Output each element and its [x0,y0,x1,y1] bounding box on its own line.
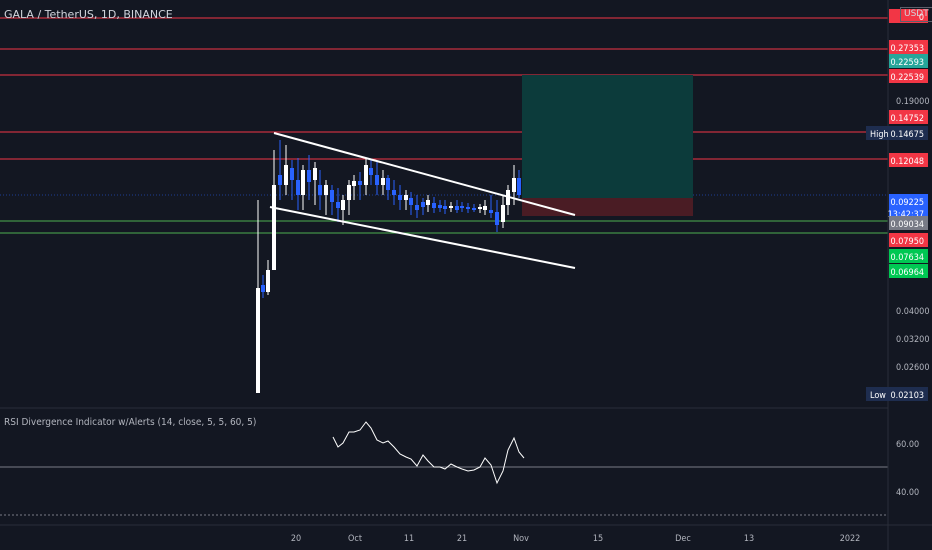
candle-body[interactable] [347,185,351,200]
candle-body[interactable] [392,190,396,195]
time-tick-label: 2022 [840,534,861,544]
price-label-box[interactable] [889,9,928,23]
countdown-label: 13:42:37 [888,210,924,220]
candle-body[interactable] [266,270,270,292]
candle-body[interactable] [398,195,402,200]
candle-body[interactable] [272,185,276,270]
candle-body[interactable] [341,200,345,210]
price-tick-label: 0.03200 [896,335,929,345]
candle-body[interactable] [421,202,425,207]
price-label-box[interactable] [889,264,928,278]
candle-body[interactable] [290,168,294,180]
candle-body[interactable] [364,165,368,185]
candle-body[interactable] [455,206,459,210]
candle-body[interactable] [278,175,282,185]
price-label-text: 0.22539 [891,73,924,83]
candle-body[interactable] [438,205,442,208]
currency-button[interactable]: USDT [900,7,932,22]
candle-body[interactable] [330,190,334,202]
price-tick-label: 0.19000 [896,97,929,107]
price-label-text: 0.27353 [891,44,924,54]
candle-body[interactable] [489,210,493,213]
price-label-box[interactable] [889,216,928,230]
price-label-box[interactable] [889,194,928,220]
time-tick-label: Oct [348,534,362,544]
price-label-text: 0.14675 [891,130,924,140]
price-label-text: 0.09034 [891,220,924,230]
candle-body[interactable] [495,212,499,225]
candle-body[interactable] [261,285,265,292]
rsi-tick-label: 60.00 [896,440,919,450]
price-label-text: 0.12048 [891,157,924,167]
candle-body[interactable] [375,175,379,185]
candle-body[interactable] [256,288,260,393]
candle-body[interactable] [352,181,356,186]
rsi-line[interactable] [332,421,525,485]
price-tick-label: 0.02600 [896,363,929,373]
candle-body[interactable] [324,185,328,195]
candle-body[interactable] [478,207,482,209]
price-label-box[interactable] [889,110,928,124]
candle-body[interactable] [296,180,300,195]
candle-body[interactable] [517,178,521,195]
time-tick-label: Nov [513,534,529,544]
price-label-box[interactable] [889,249,928,263]
candle-body[interactable] [409,198,413,205]
candle-body[interactable] [415,205,419,210]
candle-body[interactable] [307,170,311,182]
candle-body[interactable] [472,208,476,210]
candle-body[interactable] [512,178,516,192]
candle-body[interactable] [443,206,447,209]
candle-body[interactable] [404,195,408,200]
candle-body[interactable] [358,181,362,185]
price-label-text: 0.07950 [891,237,924,247]
candle-body[interactable] [313,168,317,180]
lower-trendline[interactable] [269,206,576,269]
candle-body[interactable] [386,178,390,190]
candle-body[interactable] [466,207,470,209]
candle-body[interactable] [432,203,436,208]
price-label-box[interactable] [866,126,928,140]
profit-zone[interactable] [522,75,693,198]
time-tick-label: 11 [404,534,414,544]
price-label-prefix: Low [870,391,886,401]
upper-trendline[interactable] [273,132,576,216]
price-label-box[interactable] [889,69,928,83]
candle-body[interactable] [336,202,340,208]
candle-body[interactable] [381,178,385,185]
price-tick-label: 0.04000 [896,307,929,317]
price-label-text: 0.07634 [891,253,924,263]
candle-body[interactable] [426,200,430,205]
price-label-text: 0 [919,13,924,23]
candle-body[interactable] [369,168,373,175]
indicator-title: RSI Divergence Indicator w/Alerts (14, c… [4,417,257,428]
time-tick-label: 15 [593,534,603,544]
candle-body[interactable] [318,185,322,195]
price-label-text: 0.22593 [891,58,924,68]
price-label-box[interactable] [889,233,928,247]
price-label-text: 0.06964 [891,268,924,278]
candle-body[interactable] [483,206,487,210]
price-label-box[interactable] [889,54,928,68]
candle-body[interactable] [301,170,305,195]
price-label-text: 0.09225 [891,198,924,208]
chart-title: GALA / TetherUS, 1D, BINANCE [4,8,173,21]
price-label-text: 0.14752 [891,114,924,124]
time-tick-label: 20 [291,534,301,544]
time-tick-label: 21 [457,534,467,544]
price-label-text: 0.02103 [891,391,924,401]
price-label-box[interactable] [889,40,928,54]
price-label-prefix: High [870,130,889,140]
rsi-tick-label: 40.00 [896,488,919,498]
time-tick-label: 13 [744,534,754,544]
candle-body[interactable] [501,205,505,222]
candle-body[interactable] [284,165,288,185]
price-label-box[interactable] [889,153,928,167]
candle-body[interactable] [449,206,453,208]
price-label-box[interactable] [866,387,928,401]
time-tick-label: Dec [675,534,691,544]
candle-body[interactable] [460,206,464,208]
